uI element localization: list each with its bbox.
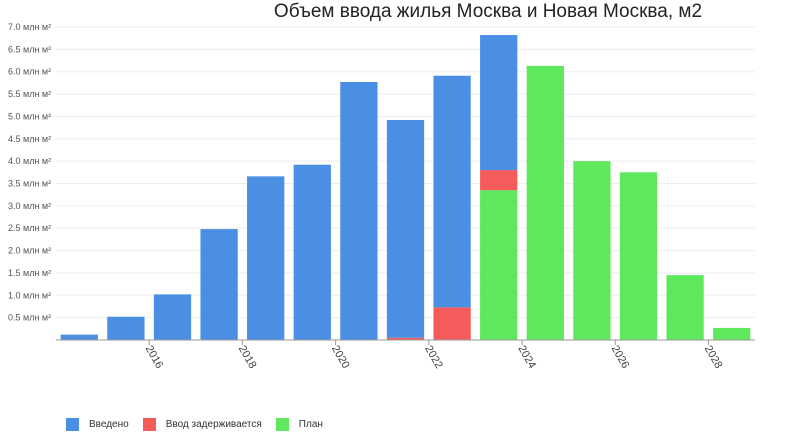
y-tick-label: 5.5 млн м²	[8, 89, 51, 99]
legend-swatch-plan	[275, 418, 289, 431]
bar-2024-series-0[interactable]	[480, 190, 518, 340]
x-tick-label: 2022	[422, 344, 445, 371]
x-tick-label: 2026	[609, 344, 632, 371]
bar-2027-series-0[interactable]	[619, 172, 658, 340]
legend-label-delivered: Введено	[89, 419, 129, 430]
y-tick-label: 7.0 млн м²	[8, 22, 51, 32]
legend-swatch-delayed	[142, 418, 156, 431]
legend-item-delivered[interactable]: Введено	[66, 418, 129, 431]
x-tick-2016: 2016	[143, 340, 166, 371]
bar-2015-series-2[interactable]	[60, 334, 98, 340]
y-tick-label: 3.5 млн м²	[8, 179, 51, 189]
bar-2024-series-2[interactable]	[480, 35, 518, 171]
x-tick-label: 2020	[329, 344, 352, 371]
legend-item-plan[interactable]: План	[275, 418, 323, 431]
y-tick-label: 6.0 млн м²	[8, 67, 51, 77]
y-tick-label: 3.0 млн м²	[8, 201, 51, 211]
chart-title: Объем ввода жилья Москва и Новая Москва,…	[274, 1, 702, 22]
legend-label-plan: План	[298, 419, 323, 430]
bar-2023-series-1[interactable]	[433, 307, 471, 340]
bar-2021-series-2[interactable]	[340, 81, 378, 341]
y-tick-label: 4.0 млн м²	[8, 156, 51, 166]
bar-2020-series-2[interactable]	[293, 164, 331, 340]
bar-2028-series-0[interactable]	[666, 275, 704, 340]
bar-2017-series-2[interactable]	[153, 294, 192, 340]
legend-swatch-delivered	[66, 418, 79, 431]
y-tick-label: 1.0 млн м²	[8, 290, 51, 300]
bar-2019-series-2[interactable]	[247, 176, 285, 340]
bar-2024-series-1[interactable]	[480, 170, 518, 191]
y-axis-ticks: 0.5 млн м² 1.0 млн м² 1.5 млн м² 2.0 млн м²…	[8, 22, 51, 323]
x-tick-label: 2028	[702, 344, 725, 371]
x-tick-2022: 2022	[422, 340, 445, 371]
legend-label-delayed: Ввод задерживается	[165, 419, 262, 430]
bar-2022-series-2[interactable]	[386, 120, 425, 338]
bar-2029-series-0[interactable]	[713, 327, 751, 340]
x-tick-label: 2016	[143, 344, 166, 371]
bar-2022-series-1[interactable]	[386, 337, 425, 340]
x-tick-2028: 2028	[702, 340, 725, 371]
x-tick-label: 2018	[236, 344, 259, 371]
bars	[60, 35, 751, 341]
y-tick-label: 6.5 млн м²	[8, 44, 51, 54]
bar-2018-series-2[interactable]	[200, 229, 238, 340]
x-tick-2018: 2018	[236, 340, 259, 371]
x-tick-2026: 2026	[609, 340, 632, 371]
x-tick-2024: 2024	[515, 340, 538, 371]
x-tick-label: 2024	[515, 344, 538, 371]
x-tick-2020: 2020	[329, 340, 352, 371]
legend-item-delayed[interactable]: Ввод задерживается	[142, 418, 262, 431]
legend: Введено Ввод задерживается План	[66, 418, 323, 431]
y-tick-label: 5.0 млн м²	[8, 111, 51, 121]
y-tick-label: 1.5 млн м²	[8, 268, 51, 278]
y-tick-label: 4.5 млн м²	[8, 134, 51, 144]
bar-2025-series-0[interactable]	[526, 65, 564, 340]
bar-2016-series-2[interactable]	[107, 316, 145, 340]
bar-2026-series-0[interactable]	[573, 161, 611, 340]
bar-2023-series-2[interactable]	[433, 75, 471, 308]
y-tick-label: 0.5 млн м²	[8, 313, 51, 323]
x-axis-ticks: 2016 2018 2020 2022 2024 2026 2028	[143, 340, 725, 371]
y-tick-label: 2.0 млн м²	[8, 246, 51, 256]
y-tick-label: 2.5 млн м²	[8, 223, 51, 233]
